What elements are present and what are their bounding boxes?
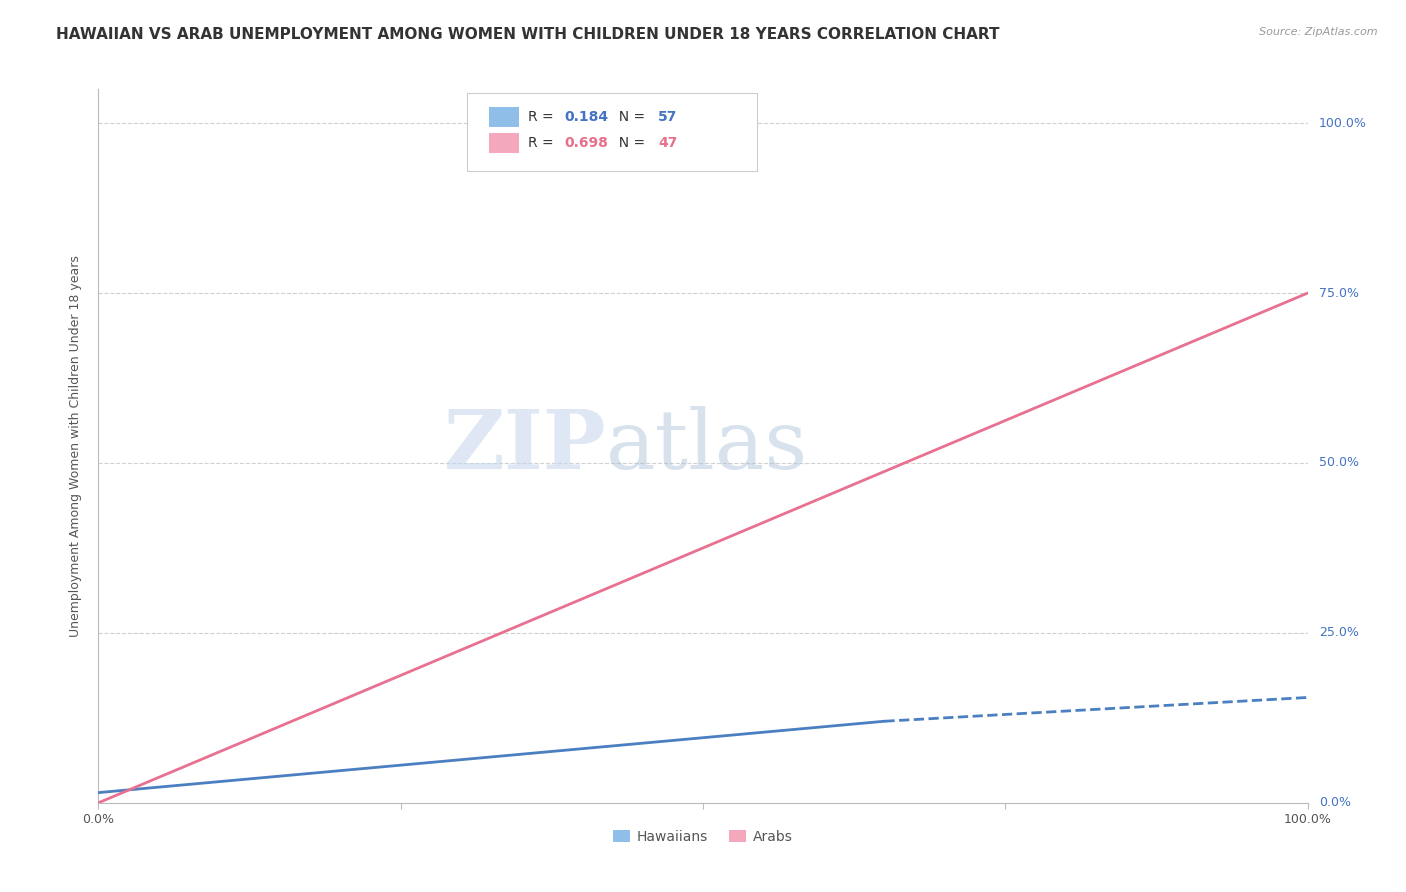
FancyBboxPatch shape [489, 107, 519, 127]
Text: R =: R = [527, 110, 558, 124]
Legend: Hawaiians, Arabs: Hawaiians, Arabs [607, 824, 799, 849]
Text: 0.0%: 0.0% [1319, 797, 1351, 809]
Text: 75.0%: 75.0% [1319, 286, 1358, 300]
Text: 100.0%: 100.0% [1319, 117, 1367, 129]
Text: 0.698: 0.698 [564, 136, 607, 151]
Y-axis label: Unemployment Among Women with Children Under 18 years: Unemployment Among Women with Children U… [69, 255, 83, 637]
Text: 57: 57 [658, 110, 678, 124]
Text: N =: N = [610, 110, 650, 124]
Text: 25.0%: 25.0% [1319, 626, 1358, 640]
FancyBboxPatch shape [467, 93, 758, 171]
Text: 47: 47 [658, 136, 678, 151]
Text: Source: ZipAtlas.com: Source: ZipAtlas.com [1260, 27, 1378, 37]
Text: atlas: atlas [606, 406, 808, 486]
Text: HAWAIIAN VS ARAB UNEMPLOYMENT AMONG WOMEN WITH CHILDREN UNDER 18 YEARS CORRELATI: HAWAIIAN VS ARAB UNEMPLOYMENT AMONG WOME… [56, 27, 1000, 42]
Text: 0.184: 0.184 [564, 110, 607, 124]
Text: R =: R = [527, 136, 558, 151]
FancyBboxPatch shape [489, 134, 519, 153]
Text: N =: N = [610, 136, 650, 151]
Text: 50.0%: 50.0% [1319, 457, 1358, 469]
Text: ZIP: ZIP [444, 406, 606, 486]
